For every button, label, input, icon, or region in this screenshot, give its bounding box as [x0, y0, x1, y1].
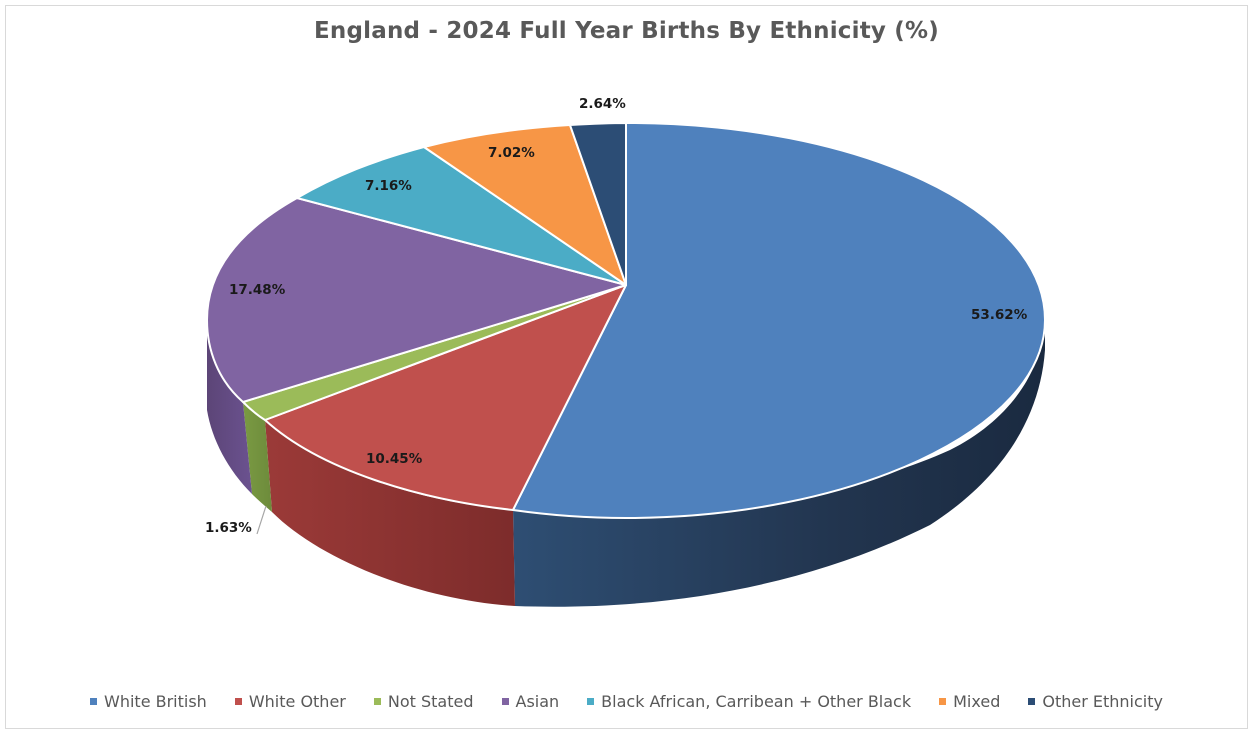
- data-label-other-ethnicity: 2.64%: [579, 96, 626, 112]
- slice-mixed[interactable]: [423, 124, 627, 286]
- slice-white-other[interactable]: [264, 284, 627, 511]
- legend-item-asian[interactable]: Asian: [501, 692, 560, 711]
- data-label-white-british: 53.62%: [971, 307, 1028, 323]
- legend-label: Mixed: [953, 692, 1001, 711]
- legend-swatch-icon: [373, 698, 381, 705]
- legend-swatch-icon: [234, 698, 242, 705]
- legend-label: White British: [104, 692, 207, 711]
- data-label-not-stated: 1.63%: [205, 520, 252, 536]
- chart-title: England - 2024 Full Year Births By Ethni…: [314, 18, 939, 44]
- slice-side-white-other: [265, 420, 515, 606]
- slice-black[interactable]: [296, 146, 627, 286]
- legend-item-not-stated[interactable]: Not Stated: [373, 692, 474, 711]
- legend-swatch-icon: [939, 698, 947, 705]
- legend-swatch-icon: [1028, 698, 1036, 705]
- slice-side-not-stated: [243, 402, 272, 512]
- legend-label: Asian: [515, 692, 560, 711]
- legend-item-black[interactable]: Black African, Carribean + Other Black: [587, 692, 911, 711]
- slice-asian[interactable]: [206, 197, 627, 403]
- legend-item-white-british[interactable]: White British: [90, 692, 207, 711]
- data-label-mixed: 7.02%: [488, 145, 535, 161]
- data-label-black: 7.16%: [365, 178, 412, 194]
- legend-label: Not Stated: [387, 692, 474, 711]
- leader-line-not-stated: [256, 505, 267, 535]
- legend-item-white-other[interactable]: White Other: [234, 692, 346, 711]
- legend-swatch-icon: [90, 698, 98, 705]
- data-label-white-other: 10.45%: [366, 451, 423, 467]
- slice-side-asian: [207, 320, 252, 494]
- slice-other-ethnicity[interactable]: [569, 122, 627, 286]
- slice-white-british[interactable]: [512, 122, 1046, 519]
- chart-legend: White British White Other Not Stated Asi…: [0, 692, 1253, 711]
- slice-side-white-british: [513, 320, 1045, 607]
- legend-swatch-icon: [501, 698, 509, 705]
- legend-item-mixed[interactable]: Mixed: [939, 692, 1000, 711]
- data-label-asian: 17.48%: [229, 282, 286, 298]
- legend-item-other-ethnicity[interactable]: Other Ethnicity: [1028, 692, 1163, 711]
- legend-label: Other Ethnicity: [1042, 692, 1163, 711]
- legend-label: Black African, Carribean + Other Black: [601, 692, 912, 711]
- legend-swatch-icon: [587, 698, 595, 705]
- legend-label: White Other: [248, 692, 346, 711]
